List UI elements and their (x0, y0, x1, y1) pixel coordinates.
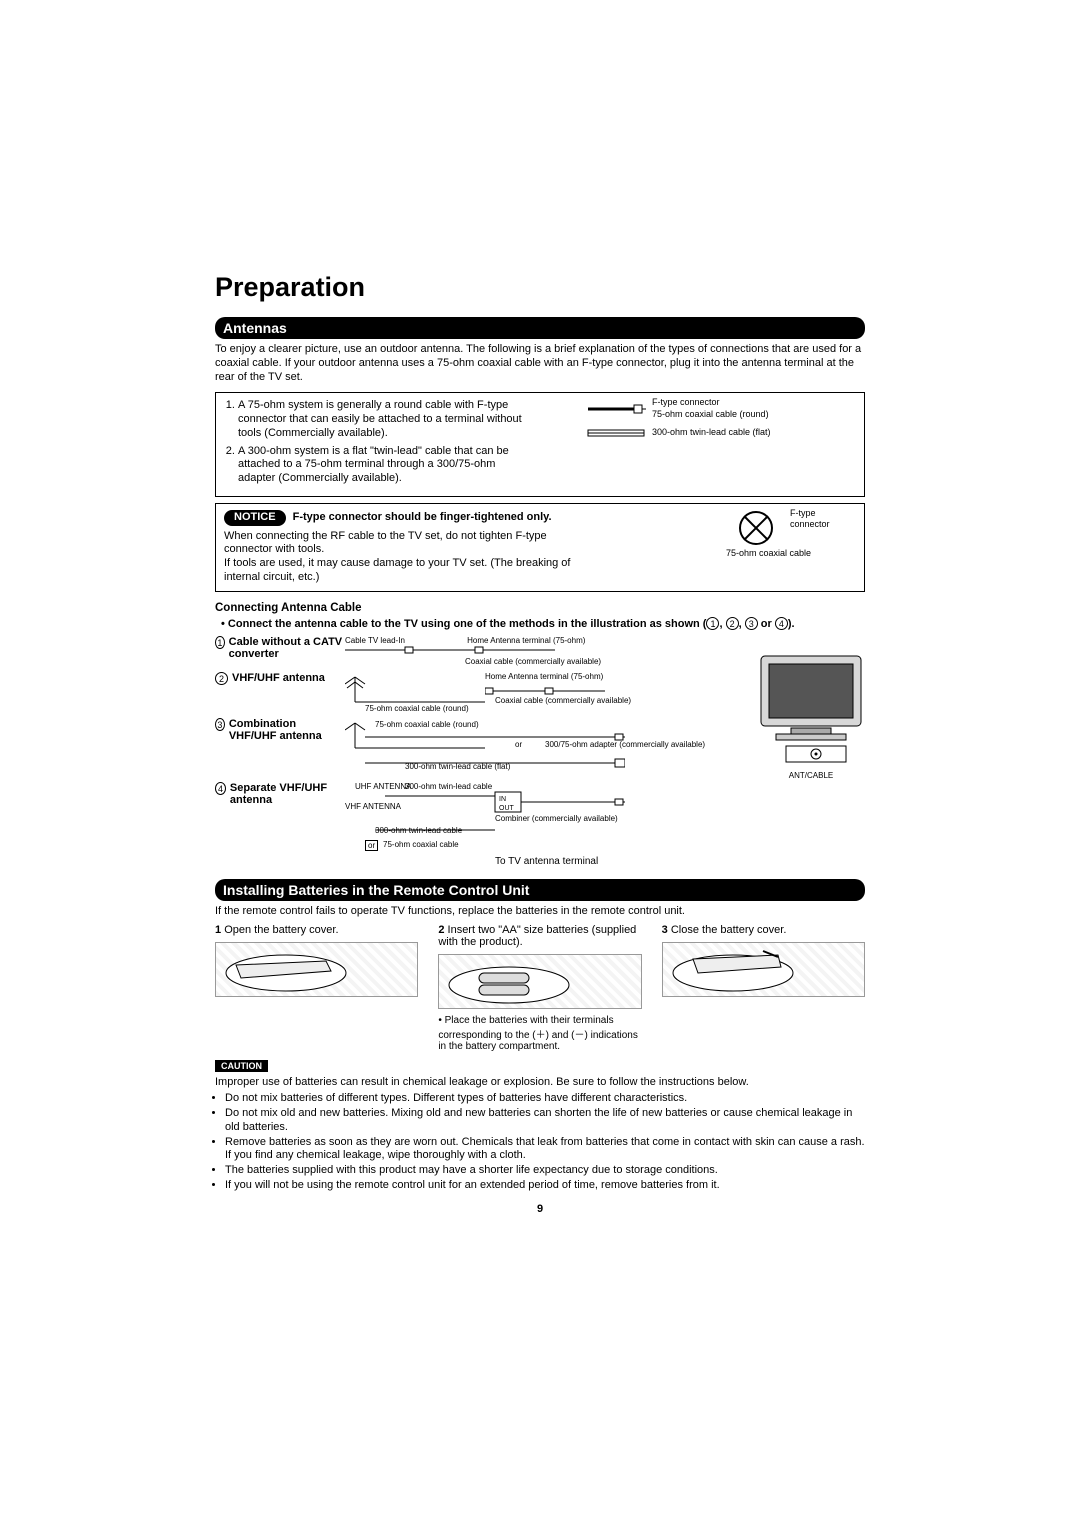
connecting-header: Connecting Antenna Cable (215, 602, 865, 614)
notice-box: NOTICE F-type connector should be finger… (215, 503, 865, 592)
notice-body-2: If tools are used, it may cause damage t… (224, 557, 584, 585)
label-antcable: ANT/CABLE (751, 771, 871, 780)
coax-75-label: 75-ohm coaxial cable (726, 548, 856, 559)
twin-lead-label: 300-ohm twin-lead cable (flat) (652, 427, 771, 438)
caution-intro: Improper use of batteries can result in … (215, 1076, 865, 1088)
method-1-label: Cable without a CATV converter (229, 636, 345, 660)
label-home-antenna-1: Home Antenna terminal (75-ohm) (467, 636, 585, 645)
connecting-bullet: • Connect the antenna cable to the TV us… (221, 617, 865, 630)
step-2-text: Insert two "AA" size batteries (supplied… (438, 924, 636, 948)
ohm-item-2: A 300-ohm system is a flat "twin-lead" c… (238, 445, 524, 486)
label-coax-round-3: 75-ohm coaxial cable (round) (375, 720, 479, 729)
label-twin-flat-3: 300-ohm twin-lead cable (flat) (405, 762, 510, 771)
caution-5: If you will not be using the remote cont… (225, 1179, 865, 1193)
notice-badge: NOTICE (224, 510, 286, 526)
label-home-antenna-2: Home Antenna terminal (75-ohm) (485, 672, 603, 681)
no-tools-icon (726, 508, 786, 548)
caution-1: Do not mix batteries of different types.… (225, 1092, 865, 1106)
label-coax-comm-2: Coaxial cable (commercially available) (495, 696, 631, 705)
tv-icon (751, 646, 871, 766)
label-or: or (515, 740, 522, 749)
page-number: 9 (215, 1203, 865, 1215)
method-3-label: Combination VHF/UHF antenna (229, 718, 345, 742)
caution-list: Do not mix batteries of different types.… (215, 1092, 865, 1192)
coax-round-label: 75-ohm coaxial cable (round) (652, 409, 769, 420)
label-coax-comm-1: Coaxial cable (commercially available) (465, 657, 601, 666)
label-twin300-b: 300-ohm twin-lead cable (375, 826, 462, 835)
step-3-text: Close the battery cover. (671, 924, 787, 936)
label-coax-round-2: 75-ohm coaxial cable (round) (365, 704, 469, 713)
label-or-75: 75-ohm coaxial cable (383, 840, 459, 849)
step-2: 2 Insert two "AA" size batteries (suppli… (438, 924, 641, 1052)
label-cable-leadin: Cable TV lead-In (345, 636, 405, 645)
page-content: Preparation Antennas To enjoy a clearer … (215, 272, 865, 1215)
ohm-systems-box: A 75-ohm system is generally a round cab… (215, 392, 865, 497)
label-or-box: or (365, 840, 378, 851)
step-1-image (215, 942, 418, 997)
section-header-antennas: Antennas (215, 317, 865, 339)
caution-badge: CAUTION (215, 1060, 268, 1072)
cable-figure: F-type connector 75-ohm coaxial cable (r… (586, 397, 856, 446)
label-adapter: 300/75-ohm adapter (commercially availab… (545, 740, 705, 749)
tv-figure: ANT/CABLE (751, 646, 871, 780)
batteries-intro: If the remote control fails to operate T… (215, 905, 865, 919)
caution-2: Do not mix old and new batteries. Mixing… (225, 1107, 865, 1135)
notice-bold: F-type connector should be finger-tighte… (293, 511, 552, 523)
page-title: Preparation (215, 272, 865, 303)
battery-steps: 1 Open the battery cover. 2 Insert two "… (215, 924, 865, 1052)
method-4: 4 Separate VHF/UHF antenna UHF ANTENNA 3… (215, 782, 865, 854)
step-2-image (438, 954, 641, 1009)
twin-lead-icon (586, 426, 646, 440)
step-3: 3 Close the battery cover. (662, 924, 865, 1052)
to-tv-label: To TV antenna terminal (495, 856, 865, 867)
svg-text:IN: IN (499, 796, 506, 803)
step-3-image (662, 942, 865, 997)
notice-body-1: When connecting the RF cable to the TV s… (224, 530, 584, 558)
step-1: 1 Open the battery cover. (215, 924, 418, 1052)
cable-line-1 (345, 645, 555, 655)
antennas-intro: To enjoy a clearer picture, use an outdo… (215, 343, 865, 384)
ohm-list: A 75-ohm system is generally a round cab… (224, 399, 524, 486)
step-2-note: Place the batteries with their terminals… (438, 1015, 638, 1052)
caution-4: The batteries supplied with this product… (225, 1164, 865, 1178)
methods-list: 1 Cable without a CATV converter Cable T… (215, 636, 865, 854)
svg-text:OUT: OUT (499, 805, 515, 812)
method-2-label: VHF/UHF antenna (232, 672, 325, 685)
ohm-item-1: A 75-ohm system is generally a round cab… (238, 399, 524, 440)
f-type-label: F-type connector (652, 397, 769, 408)
cable-line-2 (485, 686, 605, 696)
label-combiner: Combiner (commercially available) (495, 814, 618, 823)
step-1-text: Open the battery cover. (224, 924, 338, 936)
caution-3: Remove batteries as soon as they are wor… (225, 1136, 865, 1164)
section-header-batteries: Installing Batteries in the Remote Contr… (215, 879, 865, 901)
coax-round-icon (586, 402, 646, 416)
method-4-label: Separate VHF/UHF antenna (230, 782, 345, 806)
